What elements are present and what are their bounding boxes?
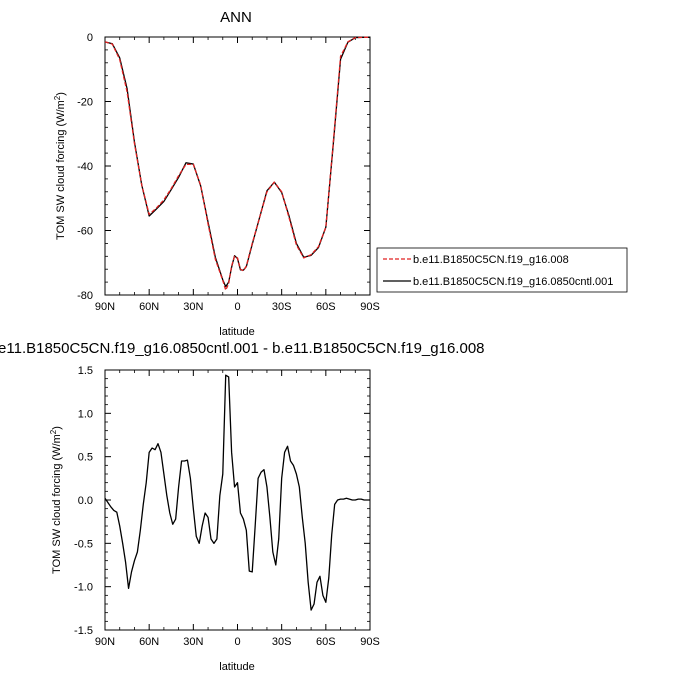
chart-bottom: b.e11.B1850C5CN.f19_g16.0850cntl.001 - b…	[0, 340, 484, 673]
legend-label-0: b.e11.B1850C5CN.f19_g16.008	[413, 254, 569, 266]
series-line-1	[104, 36, 370, 288]
y-tick-label: -1.5	[74, 625, 93, 637]
x-axis-label: latitude	[219, 661, 254, 673]
legend: b.e11.B1850C5CN.f19_g16.008 b.e11.B1850C…	[376, 247, 628, 293]
y-tick-label: 0.0	[78, 495, 93, 507]
axis-ticks: 90N 60N 30N 0 30S 60S 90S 0 -20 -40 -60 -80	[77, 32, 380, 313]
x-tick-label: 60N	[139, 301, 159, 313]
y-axis-label: TOM SW cloud forcing (W/m2)	[49, 426, 63, 574]
x-tick-label: 90S	[360, 301, 380, 313]
x-tick-label: 30S	[272, 636, 292, 648]
x-tick-label: 90N	[95, 301, 115, 313]
y-tick-label: -40	[77, 161, 93, 173]
chart-title: b.e11.B1850C5CN.f19_g16.0850cntl.001 - b…	[0, 340, 484, 357]
chart-top: ANN 90N 60N 30N 0 30S 60S 90S 0 -20 -40 -60 -80 lat…	[53, 9, 628, 338]
x-tick-label: 30N	[183, 636, 203, 648]
y-tick-label: -1.0	[74, 582, 93, 594]
y-tick-label: -80	[77, 290, 93, 302]
series-line-0	[104, 36, 370, 291]
x-tick-label: 30S	[272, 301, 292, 313]
x-tick-label: 30N	[183, 301, 203, 313]
x-tick-label: 90N	[95, 636, 115, 648]
legend-label-1: b.e11.B1850C5CN.f19_g16.0850cntl.001	[413, 276, 613, 288]
x-axis-label: latitude	[219, 326, 254, 338]
y-tick-label: -60	[77, 226, 93, 238]
legend-box	[376, 247, 628, 293]
y-tick-label: 0.5	[78, 452, 93, 464]
chart-title: ANN	[220, 9, 252, 26]
series-lines	[104, 374, 370, 611]
series-lines	[104, 36, 370, 291]
y-tick-label: -20	[77, 97, 93, 109]
plot-frame	[104, 369, 371, 631]
y-tick-label: 0	[87, 32, 93, 44]
x-tick-label: 0	[234, 301, 240, 313]
axis-ticks: 90N 60N 30N 0 30S 60S 90S 1.5 1.0 0.5 0.0 -0.5 -1.0 -…	[74, 365, 380, 648]
y-tick-label: -0.5	[74, 538, 93, 550]
y-tick-label: 1.5	[78, 365, 93, 377]
y-axis-label: TOM SW cloud forcing (W/m2)	[53, 92, 67, 240]
y-tick-label: 1.0	[78, 408, 93, 420]
x-tick-label: 0	[234, 636, 240, 648]
x-tick-label: 60N	[139, 636, 159, 648]
series-line-0	[104, 374, 370, 611]
plot-frame	[104, 36, 371, 296]
x-tick-label: 60S	[316, 636, 336, 648]
x-tick-label: 60S	[316, 301, 336, 313]
x-tick-label: 90S	[360, 636, 380, 648]
